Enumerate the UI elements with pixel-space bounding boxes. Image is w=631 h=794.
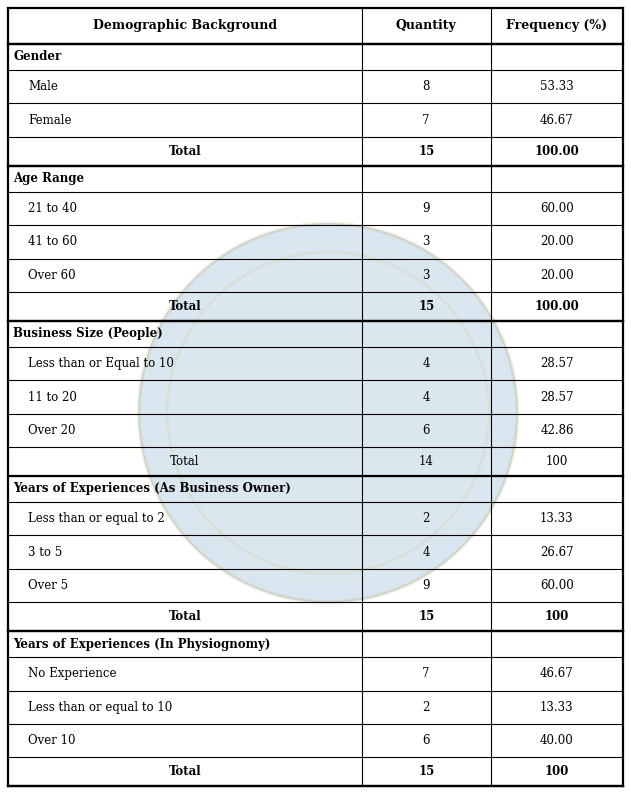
Text: Less than or equal to 2: Less than or equal to 2	[28, 512, 165, 525]
Text: Gender: Gender	[13, 51, 61, 64]
Text: Total: Total	[168, 300, 201, 313]
Text: 14: 14	[419, 455, 433, 468]
Text: 3: 3	[422, 235, 430, 249]
Text: 100: 100	[546, 455, 568, 468]
Text: 21 to 40: 21 to 40	[28, 202, 77, 215]
Text: Over 10: Over 10	[28, 734, 76, 747]
Text: 20.00: 20.00	[540, 235, 574, 249]
Text: Total: Total	[168, 145, 201, 158]
Text: 3: 3	[422, 269, 430, 282]
Text: 9: 9	[422, 202, 430, 215]
Text: 60.00: 60.00	[540, 202, 574, 215]
Text: 20.00: 20.00	[540, 269, 574, 282]
Text: 100.00: 100.00	[534, 145, 579, 158]
Text: 15: 15	[418, 300, 434, 313]
Text: 7: 7	[422, 114, 430, 127]
Circle shape	[139, 224, 517, 602]
Text: 100: 100	[545, 765, 569, 778]
Text: 13.33: 13.33	[540, 512, 574, 525]
Circle shape	[154, 239, 502, 587]
Text: 3 to 5: 3 to 5	[28, 545, 62, 559]
Text: Years of Experiences (As Business Owner): Years of Experiences (As Business Owner)	[13, 483, 291, 495]
Text: 46.67: 46.67	[540, 114, 574, 127]
Text: 40.00: 40.00	[540, 734, 574, 747]
Text: Total: Total	[168, 610, 201, 623]
Text: 15: 15	[418, 145, 434, 158]
Text: No Experience: No Experience	[28, 667, 117, 680]
Text: 8: 8	[423, 80, 430, 93]
Text: 53.33: 53.33	[540, 80, 574, 93]
Text: 11 to 20: 11 to 20	[28, 391, 77, 403]
Text: Over 60: Over 60	[28, 269, 76, 282]
Text: Years of Experiences (In Physiognomy): Years of Experiences (In Physiognomy)	[13, 638, 270, 650]
Text: Male: Male	[28, 80, 58, 93]
Text: 13.33: 13.33	[540, 701, 574, 714]
Text: 6: 6	[422, 424, 430, 437]
Text: 9: 9	[422, 579, 430, 592]
Text: 46.67: 46.67	[540, 667, 574, 680]
Text: Frequency (%): Frequency (%)	[506, 19, 608, 33]
Text: Over 5: Over 5	[28, 579, 68, 592]
Text: Total: Total	[168, 765, 201, 778]
Text: Over 20: Over 20	[28, 424, 76, 437]
Text: Female: Female	[28, 114, 71, 127]
Text: Age Range: Age Range	[13, 172, 84, 185]
Text: Business Size (People): Business Size (People)	[13, 327, 163, 341]
Text: 7: 7	[422, 667, 430, 680]
Text: 100: 100	[545, 610, 569, 623]
Text: 26.67: 26.67	[540, 545, 574, 559]
Text: 28.57: 28.57	[540, 391, 574, 403]
Text: Demographic Background: Demographic Background	[93, 19, 277, 33]
Text: 100.00: 100.00	[534, 300, 579, 313]
Text: 4: 4	[422, 545, 430, 559]
Text: Quantity: Quantity	[396, 19, 457, 33]
Text: 15: 15	[418, 610, 434, 623]
Text: 28.57: 28.57	[540, 357, 574, 370]
Text: 4: 4	[422, 357, 430, 370]
Text: 2: 2	[423, 701, 430, 714]
Text: 42.86: 42.86	[540, 424, 574, 437]
Text: 60.00: 60.00	[540, 579, 574, 592]
Text: Less than or equal to 10: Less than or equal to 10	[28, 701, 172, 714]
Text: 4: 4	[422, 391, 430, 403]
Text: 6: 6	[422, 734, 430, 747]
Text: 2: 2	[423, 512, 430, 525]
Text: 15: 15	[418, 765, 434, 778]
Text: Total: Total	[170, 455, 199, 468]
Text: 41 to 60: 41 to 60	[28, 235, 77, 249]
Text: Less than or Equal to 10: Less than or Equal to 10	[28, 357, 174, 370]
